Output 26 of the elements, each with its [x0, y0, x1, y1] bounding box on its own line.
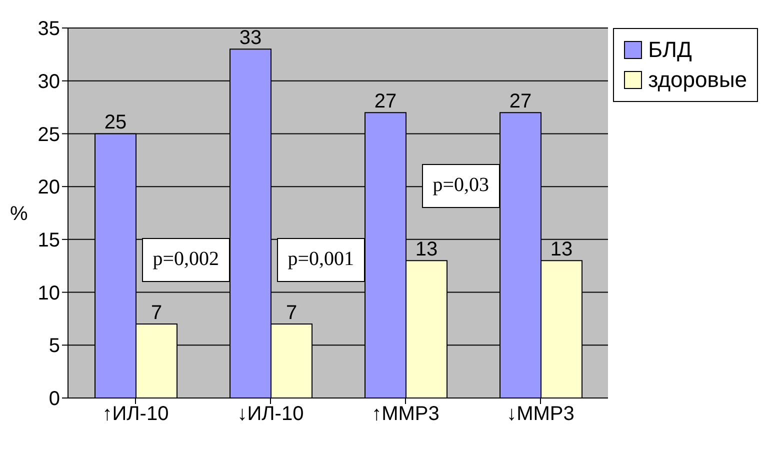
- data-label: 33: [239, 27, 262, 50]
- legend-label: здоровые: [648, 66, 747, 94]
- y-tick-label: 15: [38, 230, 60, 252]
- y-tick-label: 0: [48, 388, 60, 410]
- y-tick-label: 10: [38, 282, 60, 304]
- y-tick-label: 25: [38, 124, 60, 146]
- y-tick-label: 30: [38, 70, 60, 93]
- x-tick-label: ↑ИЛ-10: [102, 403, 169, 426]
- x-tick-label: ↓ИЛ-10: [237, 403, 304, 426]
- y-tick-label: 35: [38, 18, 60, 40]
- y-tick-label: 5: [48, 335, 60, 358]
- data-label: 13: [550, 238, 573, 261]
- annotation: p=0,001: [276, 238, 365, 282]
- y-tick-label: 20: [38, 176, 60, 199]
- x-tick-label: ↓ММР3: [506, 403, 574, 426]
- legend-label: БЛД: [648, 36, 692, 64]
- x-tick-label: ↑ММР3: [372, 403, 440, 426]
- data-label: 27: [374, 90, 397, 113]
- data-label: 7: [286, 302, 298, 324]
- data-label: 13: [415, 238, 438, 261]
- annotation: p=0,002: [142, 238, 230, 282]
- annotation: p=0,03: [422, 164, 500, 208]
- y-axis-title: %: [10, 203, 28, 226]
- data-label: 25: [104, 112, 127, 134]
- data-label: 7: [150, 302, 162, 324]
- data-label: 27: [509, 90, 532, 113]
